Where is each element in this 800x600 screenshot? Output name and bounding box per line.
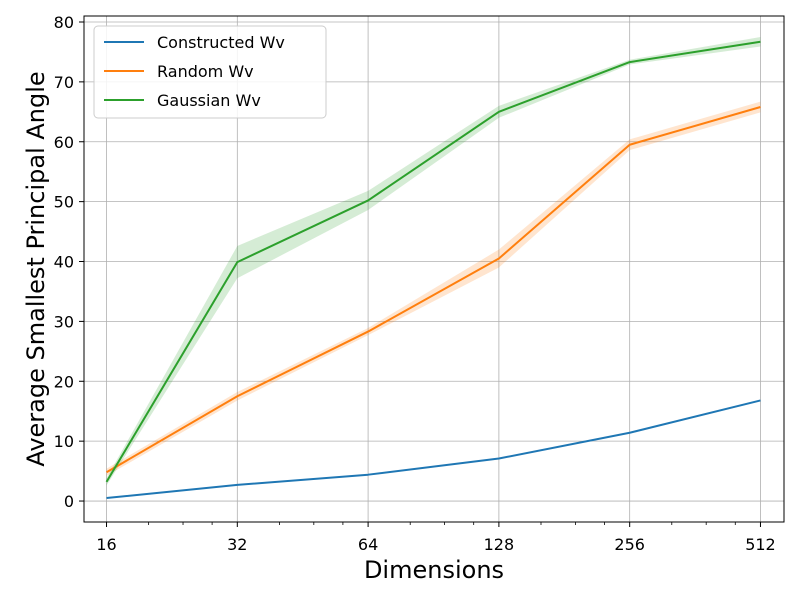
gaussian-wv-line <box>105 40 761 483</box>
axis-ticks: 16 32 64 128 256 512 0 10 20 30 40 50 60 70 80 <box>54 13 776 554</box>
y-axis-label: Average Smallest Principal Angle <box>22 71 50 466</box>
x-tick-label: 256 <box>614 535 645 554</box>
y-tick-label: 30 <box>54 312 74 331</box>
legend: Constructed Wv Random Wv Gaussian Wv <box>93 25 327 119</box>
random-wv-band <box>106 101 761 476</box>
constructed-wv-line <box>106 399 761 500</box>
y-tick-label: 0 <box>64 492 74 511</box>
y-tick-label: 20 <box>54 372 74 391</box>
y-tick-label: 40 <box>54 253 74 272</box>
x-tick-label: 64 <box>358 535 378 554</box>
y-tick-label: 10 <box>54 432 74 451</box>
y-tick-label: 60 <box>54 133 74 152</box>
y-tick-label: 70 <box>54 73 74 92</box>
legend-label-constructed-wv: Constructed Wv <box>157 33 285 52</box>
x-tick-label: 512 <box>745 535 776 554</box>
legend-box <box>93 25 327 119</box>
legend-label-random-wv: Random Wv <box>157 62 254 81</box>
series-lines <box>105 40 761 500</box>
x-tick-label: 32 <box>227 535 247 554</box>
x-tick-label: 128 <box>484 535 515 554</box>
random-wv-line <box>106 106 761 474</box>
x-axis-label: Dimensions <box>364 556 504 584</box>
y-tick-label: 50 <box>54 193 74 212</box>
x-tick-label: 16 <box>96 535 116 554</box>
y-tick-label: 80 <box>54 13 74 32</box>
grid <box>84 16 784 522</box>
plot-frame <box>83 15 785 523</box>
legend-label-gaussian-wv: Gaussian Wv <box>157 91 261 110</box>
